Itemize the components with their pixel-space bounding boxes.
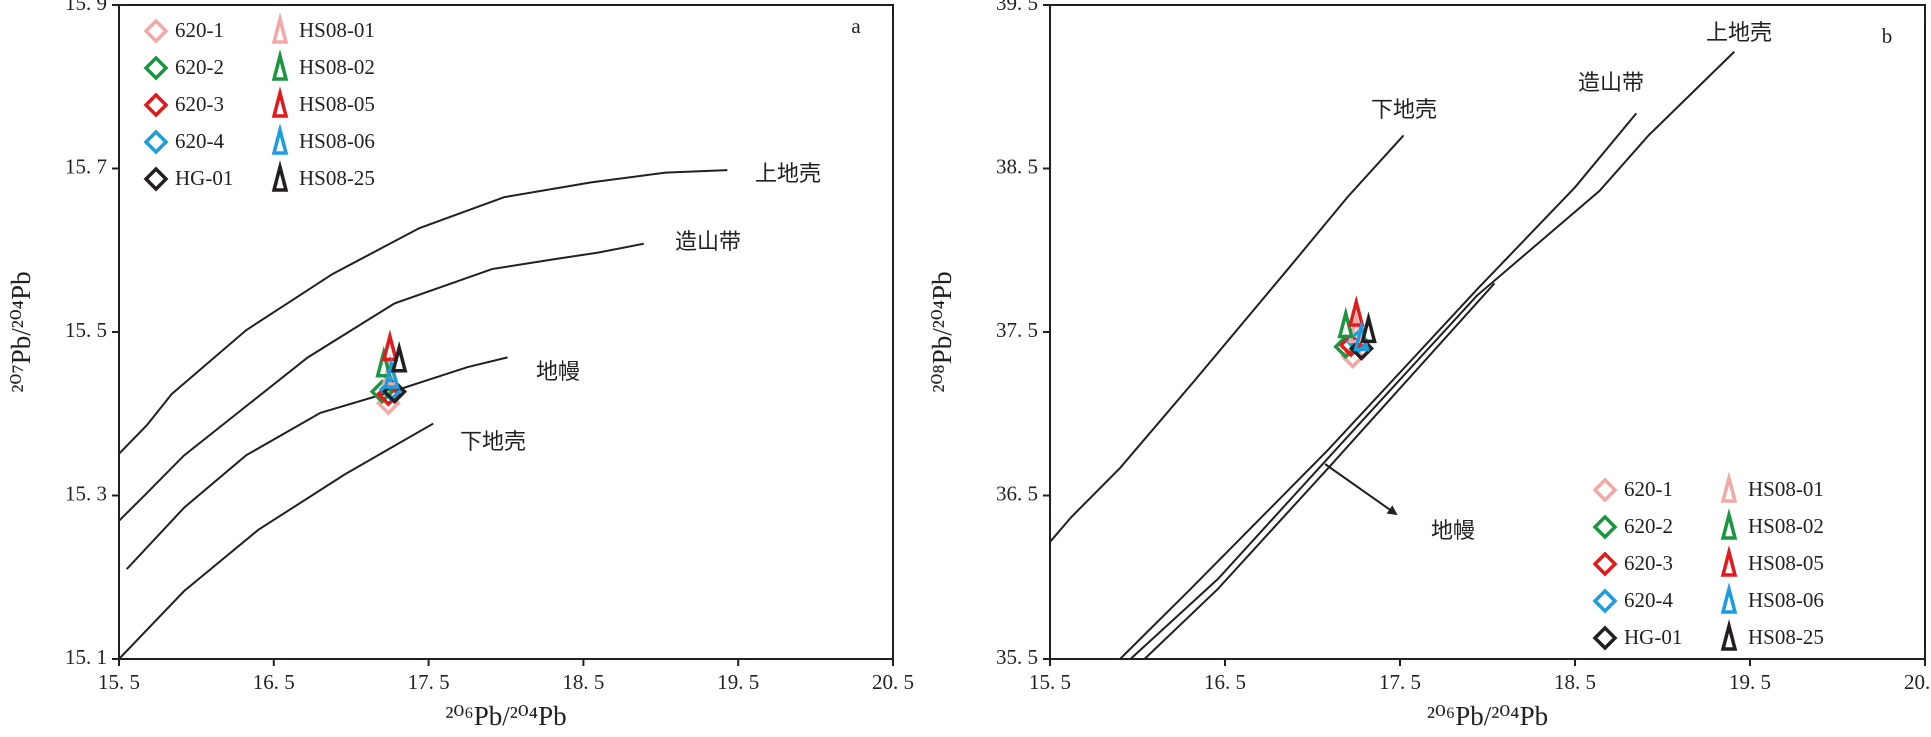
evolution-curve — [118, 422, 434, 660]
legend-symbol — [1720, 545, 1738, 577]
mantle-arrow — [1324, 463, 1398, 516]
data-point — [381, 329, 399, 362]
x-tick-label: 20. 5 — [872, 670, 914, 694]
legend-label: 620-2 — [175, 55, 224, 79]
data-point — [1340, 344, 1366, 369]
y-tick-label: 15. 3 — [65, 481, 107, 505]
x-tick-label: 16. 5 — [1204, 670, 1246, 694]
y-tick-label: 15. 7 — [65, 154, 107, 178]
y-tick-label: 38. 5 — [996, 154, 1038, 178]
legend-label: HS08-01 — [1748, 477, 1824, 501]
legend-symbol — [1592, 625, 1618, 651]
evolution-curve — [118, 242, 644, 522]
y-tick-label: 15. 1 — [65, 645, 107, 669]
curve-label: 上地壳 — [1706, 21, 1772, 46]
x-tick-label: 17. 5 — [408, 670, 450, 694]
curve-label: 地幔 — [536, 360, 580, 385]
legend-symbol — [1720, 619, 1738, 651]
data-point — [1360, 311, 1377, 344]
curve-label: 下地壳 — [1371, 98, 1437, 123]
data-point — [383, 357, 400, 389]
legend-label: 620-4 — [175, 129, 224, 153]
y-tick-label: 39. 5 — [996, 0, 1038, 15]
x-tick-label: 16. 5 — [253, 670, 295, 694]
legend-symbol — [1720, 471, 1738, 503]
x-tick-label: 19. 5 — [717, 670, 759, 694]
legend-label: 620-4 — [1624, 588, 1673, 612]
panel-label: a — [851, 14, 861, 38]
curve-label: 下地壳 — [460, 430, 526, 455]
curve-label: 造山带 — [675, 230, 741, 255]
legend-label: 620-1 — [1624, 477, 1673, 501]
legend-symbol — [143, 92, 169, 118]
legend-symbol — [1592, 588, 1618, 614]
y-axis-label: ²⁰⁷Pb/²⁰⁴Pb — [6, 271, 36, 392]
y-tick-label: 36. 5 — [996, 481, 1038, 505]
y-axis-label: ²⁰⁸Pb/²⁰⁴Pb — [927, 271, 957, 392]
legend-symbol — [143, 55, 169, 81]
data-point — [1349, 335, 1374, 361]
curve-label: 地幔 — [1431, 519, 1475, 544]
legend-label: 620-3 — [1624, 551, 1673, 575]
legend-symbol — [1720, 508, 1738, 540]
y-tick-label: 37. 5 — [996, 318, 1038, 342]
evolution-curve — [1049, 134, 1405, 543]
legend-symbol — [1720, 582, 1738, 614]
x-axis-label: ²⁰⁶Pb/²⁰⁴Pb — [1427, 701, 1548, 731]
legend-symbol — [1592, 514, 1618, 540]
x-tick-label: 20. 5 — [1904, 670, 1931, 694]
legend-symbol — [1592, 477, 1618, 503]
legend-symbol — [271, 12, 289, 44]
legend-symbol — [143, 129, 169, 155]
legend-symbol — [271, 49, 289, 81]
x-tick-label: 15. 5 — [98, 670, 140, 694]
evolution-curve — [1119, 112, 1638, 660]
plot-frame — [118, 4, 894, 660]
x-tick-label: 18. 5 — [1554, 670, 1596, 694]
legend-label: HS08-05 — [299, 92, 375, 116]
y-tick-label: 15. 9 — [65, 0, 107, 15]
curve-label: 上地壳 — [755, 162, 821, 187]
data-point — [1333, 334, 1359, 360]
legend-symbol — [271, 123, 289, 155]
legend-label: HS08-02 — [1748, 514, 1824, 538]
data-point — [390, 340, 408, 373]
x-tick-label: 18. 5 — [562, 670, 604, 694]
legend-label: HS08-25 — [1748, 625, 1824, 649]
curve-label: 造山带 — [1578, 71, 1644, 96]
legend-label: HS08-25 — [299, 166, 375, 190]
x-tick-label: 15. 5 — [1029, 670, 1071, 694]
evolution-curve — [1143, 282, 1496, 660]
data-point — [375, 345, 392, 378]
y-tick-label: 35. 5 — [996, 645, 1038, 669]
x-axis-label: ²⁰⁶Pb/²⁰⁴Pb — [445, 701, 566, 731]
legend-label: 620-1 — [175, 18, 224, 42]
data-point — [1347, 295, 1365, 327]
evolution-curve — [118, 169, 728, 455]
legend-symbol — [271, 160, 289, 192]
legend-label: 620-2 — [1624, 514, 1673, 538]
legend-label: HS08-01 — [299, 18, 375, 42]
legend-label: HG-01 — [1624, 625, 1682, 649]
x-tick-label: 17. 5 — [1379, 670, 1421, 694]
legend-label: HS08-06 — [1748, 588, 1824, 612]
legend-symbol — [1592, 551, 1618, 577]
panel-label: b — [1882, 24, 1893, 48]
legend-label: HS08-05 — [1748, 551, 1824, 575]
legend-label: HG-01 — [175, 166, 233, 190]
legend-label: HS08-06 — [299, 129, 375, 153]
legend-symbol — [143, 18, 169, 44]
evolution-curve — [126, 356, 508, 570]
legend-label: HS08-02 — [299, 55, 375, 79]
legend-symbol — [271, 86, 289, 118]
evolution-curve — [1129, 51, 1735, 660]
legend-label: 620-3 — [175, 92, 224, 116]
legend-symbol — [143, 166, 169, 192]
y-tick-label: 15. 5 — [65, 318, 107, 342]
x-tick-label: 19. 5 — [1729, 670, 1771, 694]
